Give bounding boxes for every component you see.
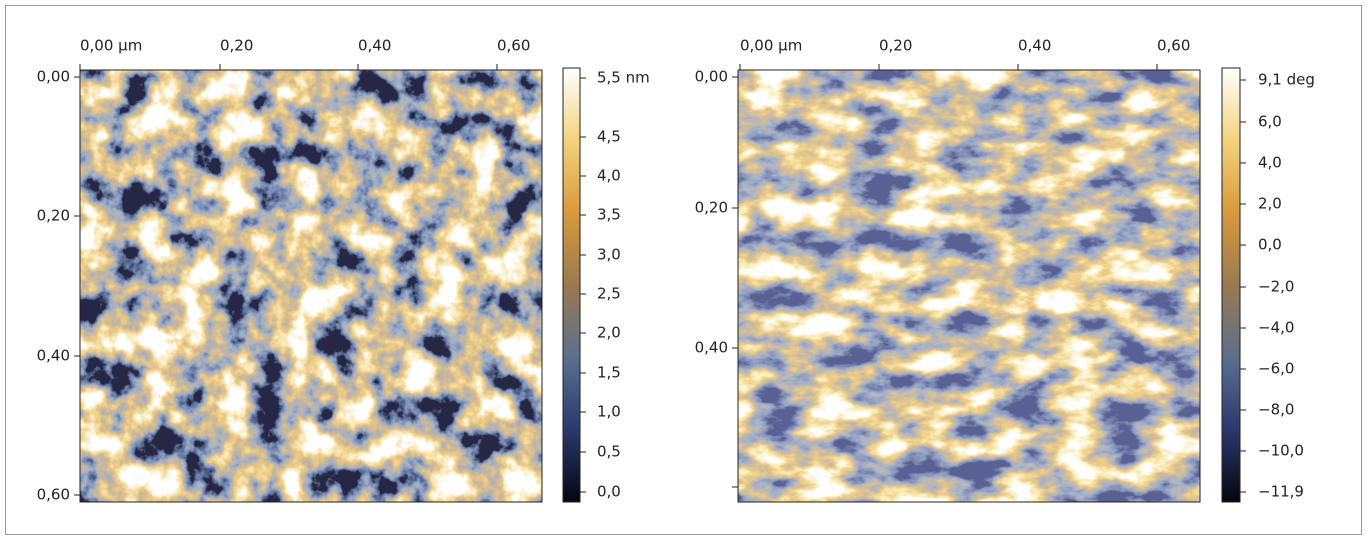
image-border [79,69,543,503]
colorbar-tick-label: 1,0 [597,403,621,421]
colorbar-tick-label: 5,5 nm [597,69,650,87]
colorbar-tick-label: 4,0 [597,167,621,185]
x-tick-label: 0,00 µm [80,37,142,55]
colorbar-tick-label: 4,5 [597,128,621,146]
colorbar [1221,67,1241,503]
height-map [80,70,542,502]
colorbar-tick-label: 0,0 [1258,236,1282,254]
x-tick-label: 0,60 [1157,37,1190,55]
colorbar-tick-label: −4,0 [1258,319,1294,337]
colorbar-tick-label: −6,0 [1258,360,1294,378]
x-tick-label: 0,20 [220,37,253,55]
colorbar-tick-label: −10,0 [1258,442,1304,460]
colorbar-tick-label: −11,9 [1258,483,1304,501]
colorbar-tick-label: 3,5 [597,206,621,224]
colorbar-tick-label: 2,0 [597,324,621,342]
colorbar-tick-label: 6,0 [1258,113,1282,131]
colorbar [562,67,581,503]
phase-map [738,70,1200,502]
y-tick-label: 0,40 [37,347,70,365]
colorbar-tick-label: 1,5 [597,364,621,382]
y-tick-label: 0,20 [37,207,70,225]
y-tick-label: 0,00 [37,68,70,86]
colorbar-tick-label: 0,5 [597,443,621,461]
x-tick-label: 0,20 [879,37,912,55]
frame [5,5,1362,535]
colorbar-tick-label: 4,0 [1258,154,1282,172]
y-tick-label: 0,40 [695,339,728,357]
image-border [737,69,1201,503]
colorbar-tick-label: 2,0 [1258,195,1282,213]
colorbar-tick-label: 0,0 [597,483,621,501]
x-tick-label: 0,40 [358,37,391,55]
colorbar-tick-label: −2,0 [1258,278,1294,296]
colorbar-tick-label: −8,0 [1258,401,1294,419]
x-tick-label: 0,40 [1018,37,1051,55]
y-tick-label: 0,60 [37,486,70,504]
y-tick-label: 0,00 [695,68,728,86]
x-tick-label: 0,60 [497,37,530,55]
colorbar-tick-label: 3,0 [597,246,621,264]
y-tick-label: 0,20 [695,199,728,217]
x-tick-label: 0,00 µm [740,37,802,55]
colorbar-tick-label: 9,1 deg [1258,71,1315,89]
colorbar-tick-label: 2,5 [597,285,621,303]
